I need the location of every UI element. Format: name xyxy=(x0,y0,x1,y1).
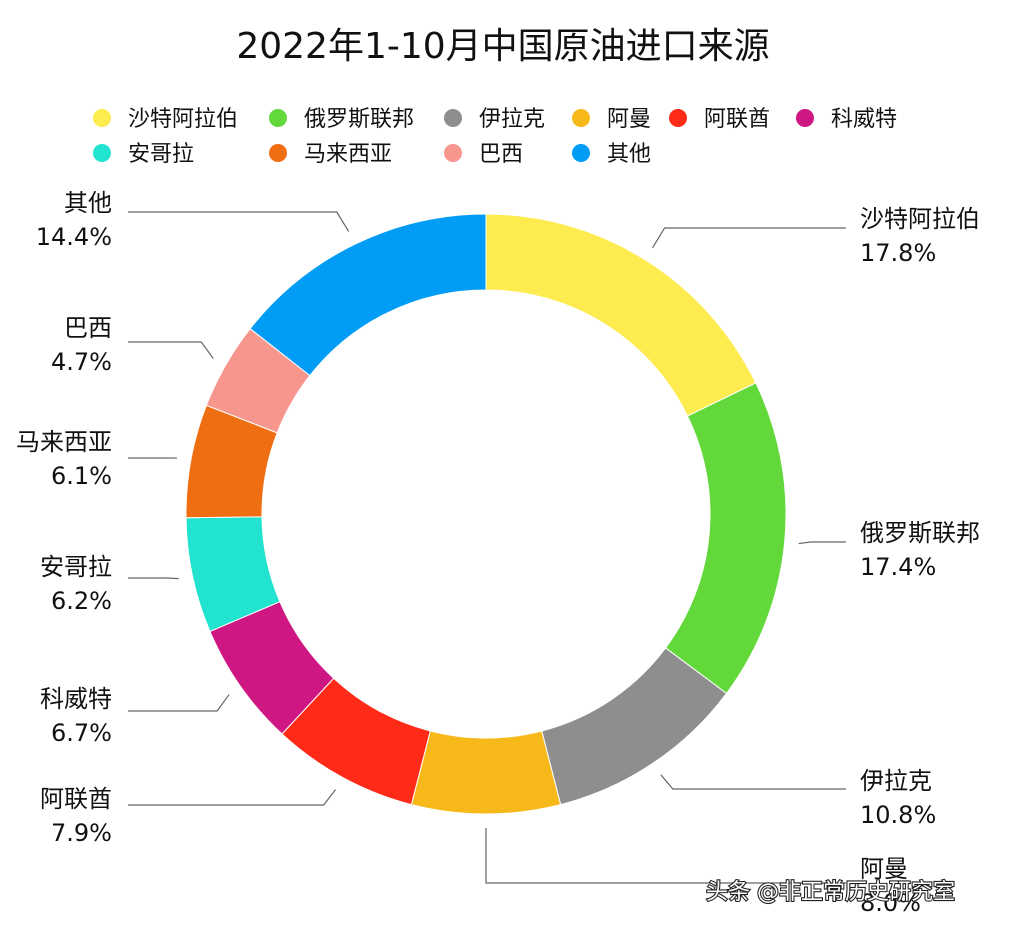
legend-label: 马来西亚 xyxy=(304,142,392,167)
legend-swatch xyxy=(93,144,111,162)
data-label-value: 6.1% xyxy=(51,462,112,490)
legend-swatch xyxy=(572,144,590,162)
legend-item: 伊拉克 xyxy=(444,107,545,132)
legend-swatch xyxy=(269,144,287,162)
leader-line xyxy=(128,789,337,806)
data-label-name: 俄罗斯联邦 xyxy=(860,519,980,547)
leader-lines xyxy=(128,211,846,884)
data-label-value: 7.9% xyxy=(51,819,112,847)
legend-item: 安哥拉 xyxy=(93,142,194,167)
data-label-name: 阿曼 xyxy=(860,855,908,883)
data-label-name: 科威特 xyxy=(40,685,112,713)
legend-label: 安哥拉 xyxy=(128,142,194,167)
pie-slice xyxy=(249,213,487,377)
data-label-name: 安哥拉 xyxy=(40,553,112,581)
legend-label: 伊拉克 xyxy=(479,107,545,132)
legend-label: 俄罗斯联邦 xyxy=(304,107,414,132)
leader-line xyxy=(128,694,230,712)
legend-item: 阿曼 xyxy=(572,107,651,132)
data-label-name: 巴西 xyxy=(64,314,112,342)
watermark-text: 头条 @非正常历史研究室 xyxy=(706,880,955,905)
chart-title: 2022年1-10月中国原油进口来源 xyxy=(236,26,769,67)
donut-chart xyxy=(185,213,787,815)
legend-item: 科威特 xyxy=(796,107,897,132)
legend-label: 巴西 xyxy=(479,142,523,167)
data-label-name: 阿联酋 xyxy=(40,785,112,813)
data-label-name: 马来西亚 xyxy=(16,428,112,456)
legend-item: 巴西 xyxy=(444,142,523,167)
leader-line xyxy=(128,211,350,232)
pie-slice xyxy=(410,730,562,815)
legend-label: 沙特阿拉伯 xyxy=(128,107,238,132)
data-label-value: 6.2% xyxy=(51,587,112,615)
legend-swatch xyxy=(796,109,814,127)
legend-label: 其他 xyxy=(607,142,651,167)
legend-label: 阿联酋 xyxy=(704,107,770,132)
legend-swatch xyxy=(269,109,287,127)
data-label-name: 沙特阿拉伯 xyxy=(860,205,980,233)
leader-line xyxy=(652,227,846,249)
leader-line xyxy=(660,774,846,790)
legend-label: 阿曼 xyxy=(607,107,651,132)
data-label-value: 8.0% xyxy=(860,889,921,917)
legend-swatch xyxy=(572,109,590,127)
leader-line xyxy=(485,828,846,884)
data-label-name: 伊拉克 xyxy=(860,767,932,795)
data-label-value: 6.7% xyxy=(51,719,112,747)
data-label-value: 17.4% xyxy=(860,553,936,581)
legend-swatch xyxy=(93,109,111,127)
data-label-value: 14.4% xyxy=(36,223,112,251)
legend-swatch xyxy=(669,109,687,127)
data-label-value: 17.8% xyxy=(860,239,936,267)
data-labels: 沙特阿拉伯 17.8% 俄罗斯联邦 17.4% 伊拉克 10.8% 阿曼 8.0% 阿联酋 7.9… xyxy=(16,189,980,917)
legend-swatch xyxy=(444,109,462,127)
legend-item: 其他 xyxy=(572,142,651,167)
data-label-value: 4.7% xyxy=(51,348,112,376)
legend-item: 沙特阿拉伯 xyxy=(93,107,238,132)
legend-item: 马来西亚 xyxy=(269,142,392,167)
legend-item: 俄罗斯联邦 xyxy=(269,107,414,132)
leader-line xyxy=(798,541,846,545)
legend-label: 科威特 xyxy=(831,107,897,132)
legend-item: 阿联酋 xyxy=(669,107,770,132)
data-label-name: 其他 xyxy=(64,189,112,217)
leader-line xyxy=(128,577,179,580)
leader-line xyxy=(128,341,214,359)
legend-swatch xyxy=(444,144,462,162)
data-label-value: 10.8% xyxy=(860,801,936,829)
